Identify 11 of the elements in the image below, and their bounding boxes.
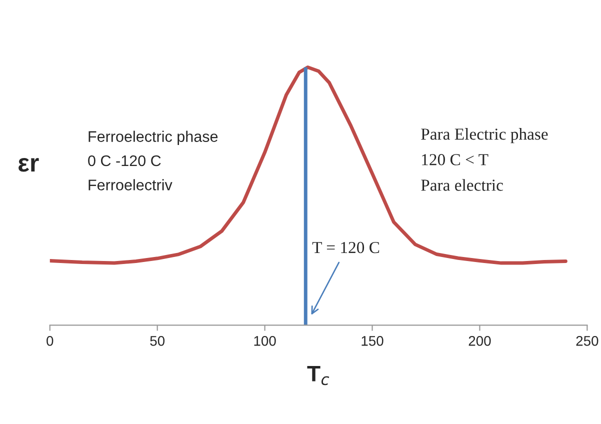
x-tick-label: 150: [362, 336, 384, 346]
x-tick-label: 50: [150, 336, 165, 346]
y-axis-title: εr: [18, 158, 39, 172]
x-tick-label: 250: [576, 336, 598, 346]
x-tick-label: 0: [46, 336, 54, 346]
annotation: Ferroelectric phase 0 C -120 C Ferroelectriv: [88, 130, 218, 190]
annotation: T = 120 C: [312, 242, 380, 254]
x-tick-label: 200: [468, 336, 491, 346]
annotation: Para Electric phase 120 C < T Para electric: [421, 128, 548, 191]
x-axis-title: T$_{c}$: [307, 366, 330, 386]
x-tick-label: 100: [254, 336, 276, 346]
